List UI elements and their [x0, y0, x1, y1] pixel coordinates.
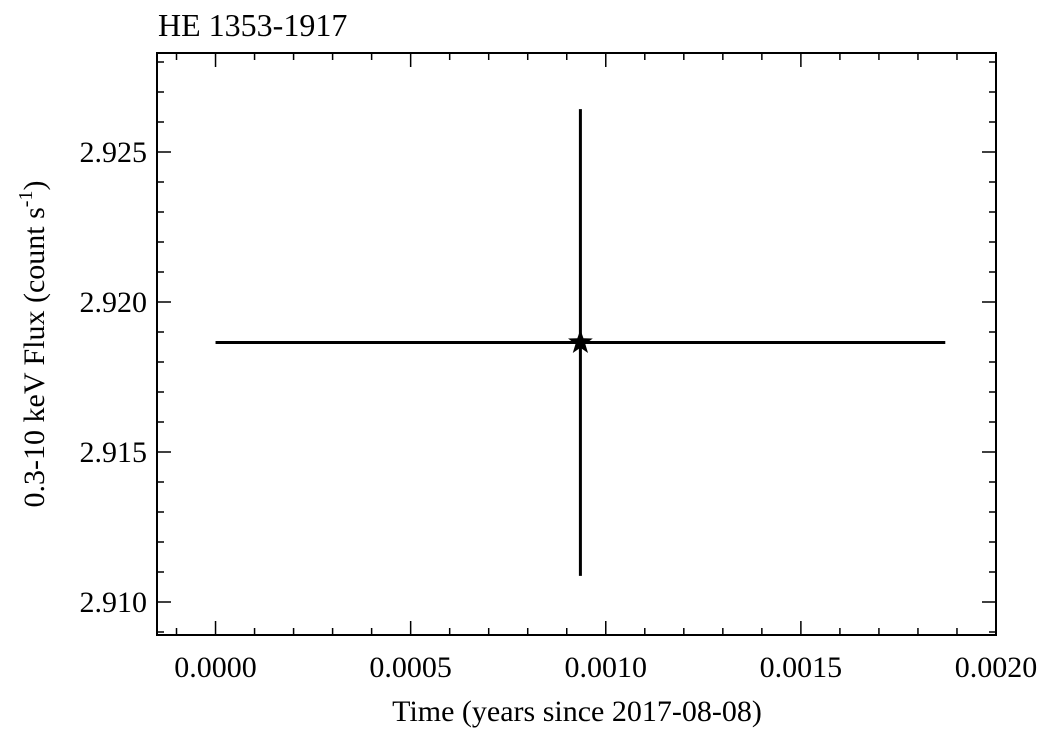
- tick-labels: 0.0000 0.0005 0.0010 0.0015 0.0020 2.910 2.915…: [80, 136, 1038, 684]
- y-tick-label: 2.925: [80, 136, 148, 169]
- y-tick-label: 2.920: [80, 286, 148, 319]
- y-axis-label: 0.3-10 keV Flux (count s-1): [15, 181, 51, 508]
- x-axis-label: Time (years since 2017-08-08): [392, 695, 762, 728]
- x-tick-label: 0.0000: [174, 651, 257, 684]
- y-axis-label-main: 0.3-10 keV Flux (count s: [18, 207, 51, 507]
- y-axis-label-close: ): [18, 181, 51, 191]
- y-tick-label: 2.910: [80, 586, 148, 619]
- x-tick-label: 0.0015: [760, 651, 843, 684]
- y-tick-label: 2.915: [80, 436, 148, 469]
- data-point-star: [568, 329, 593, 354]
- axis-ticks: [157, 53, 997, 635]
- x-tick-label: 0.0010: [565, 651, 648, 684]
- chart-title: HE 1353-1917: [158, 7, 347, 43]
- y-axis-label-superscript: -1: [15, 191, 37, 208]
- x-tick-label: 0.0020: [955, 651, 1038, 684]
- plot-frame: [156, 52, 997, 636]
- x-tick-label: 0.0005: [369, 651, 452, 684]
- data-layer: [215, 109, 946, 576]
